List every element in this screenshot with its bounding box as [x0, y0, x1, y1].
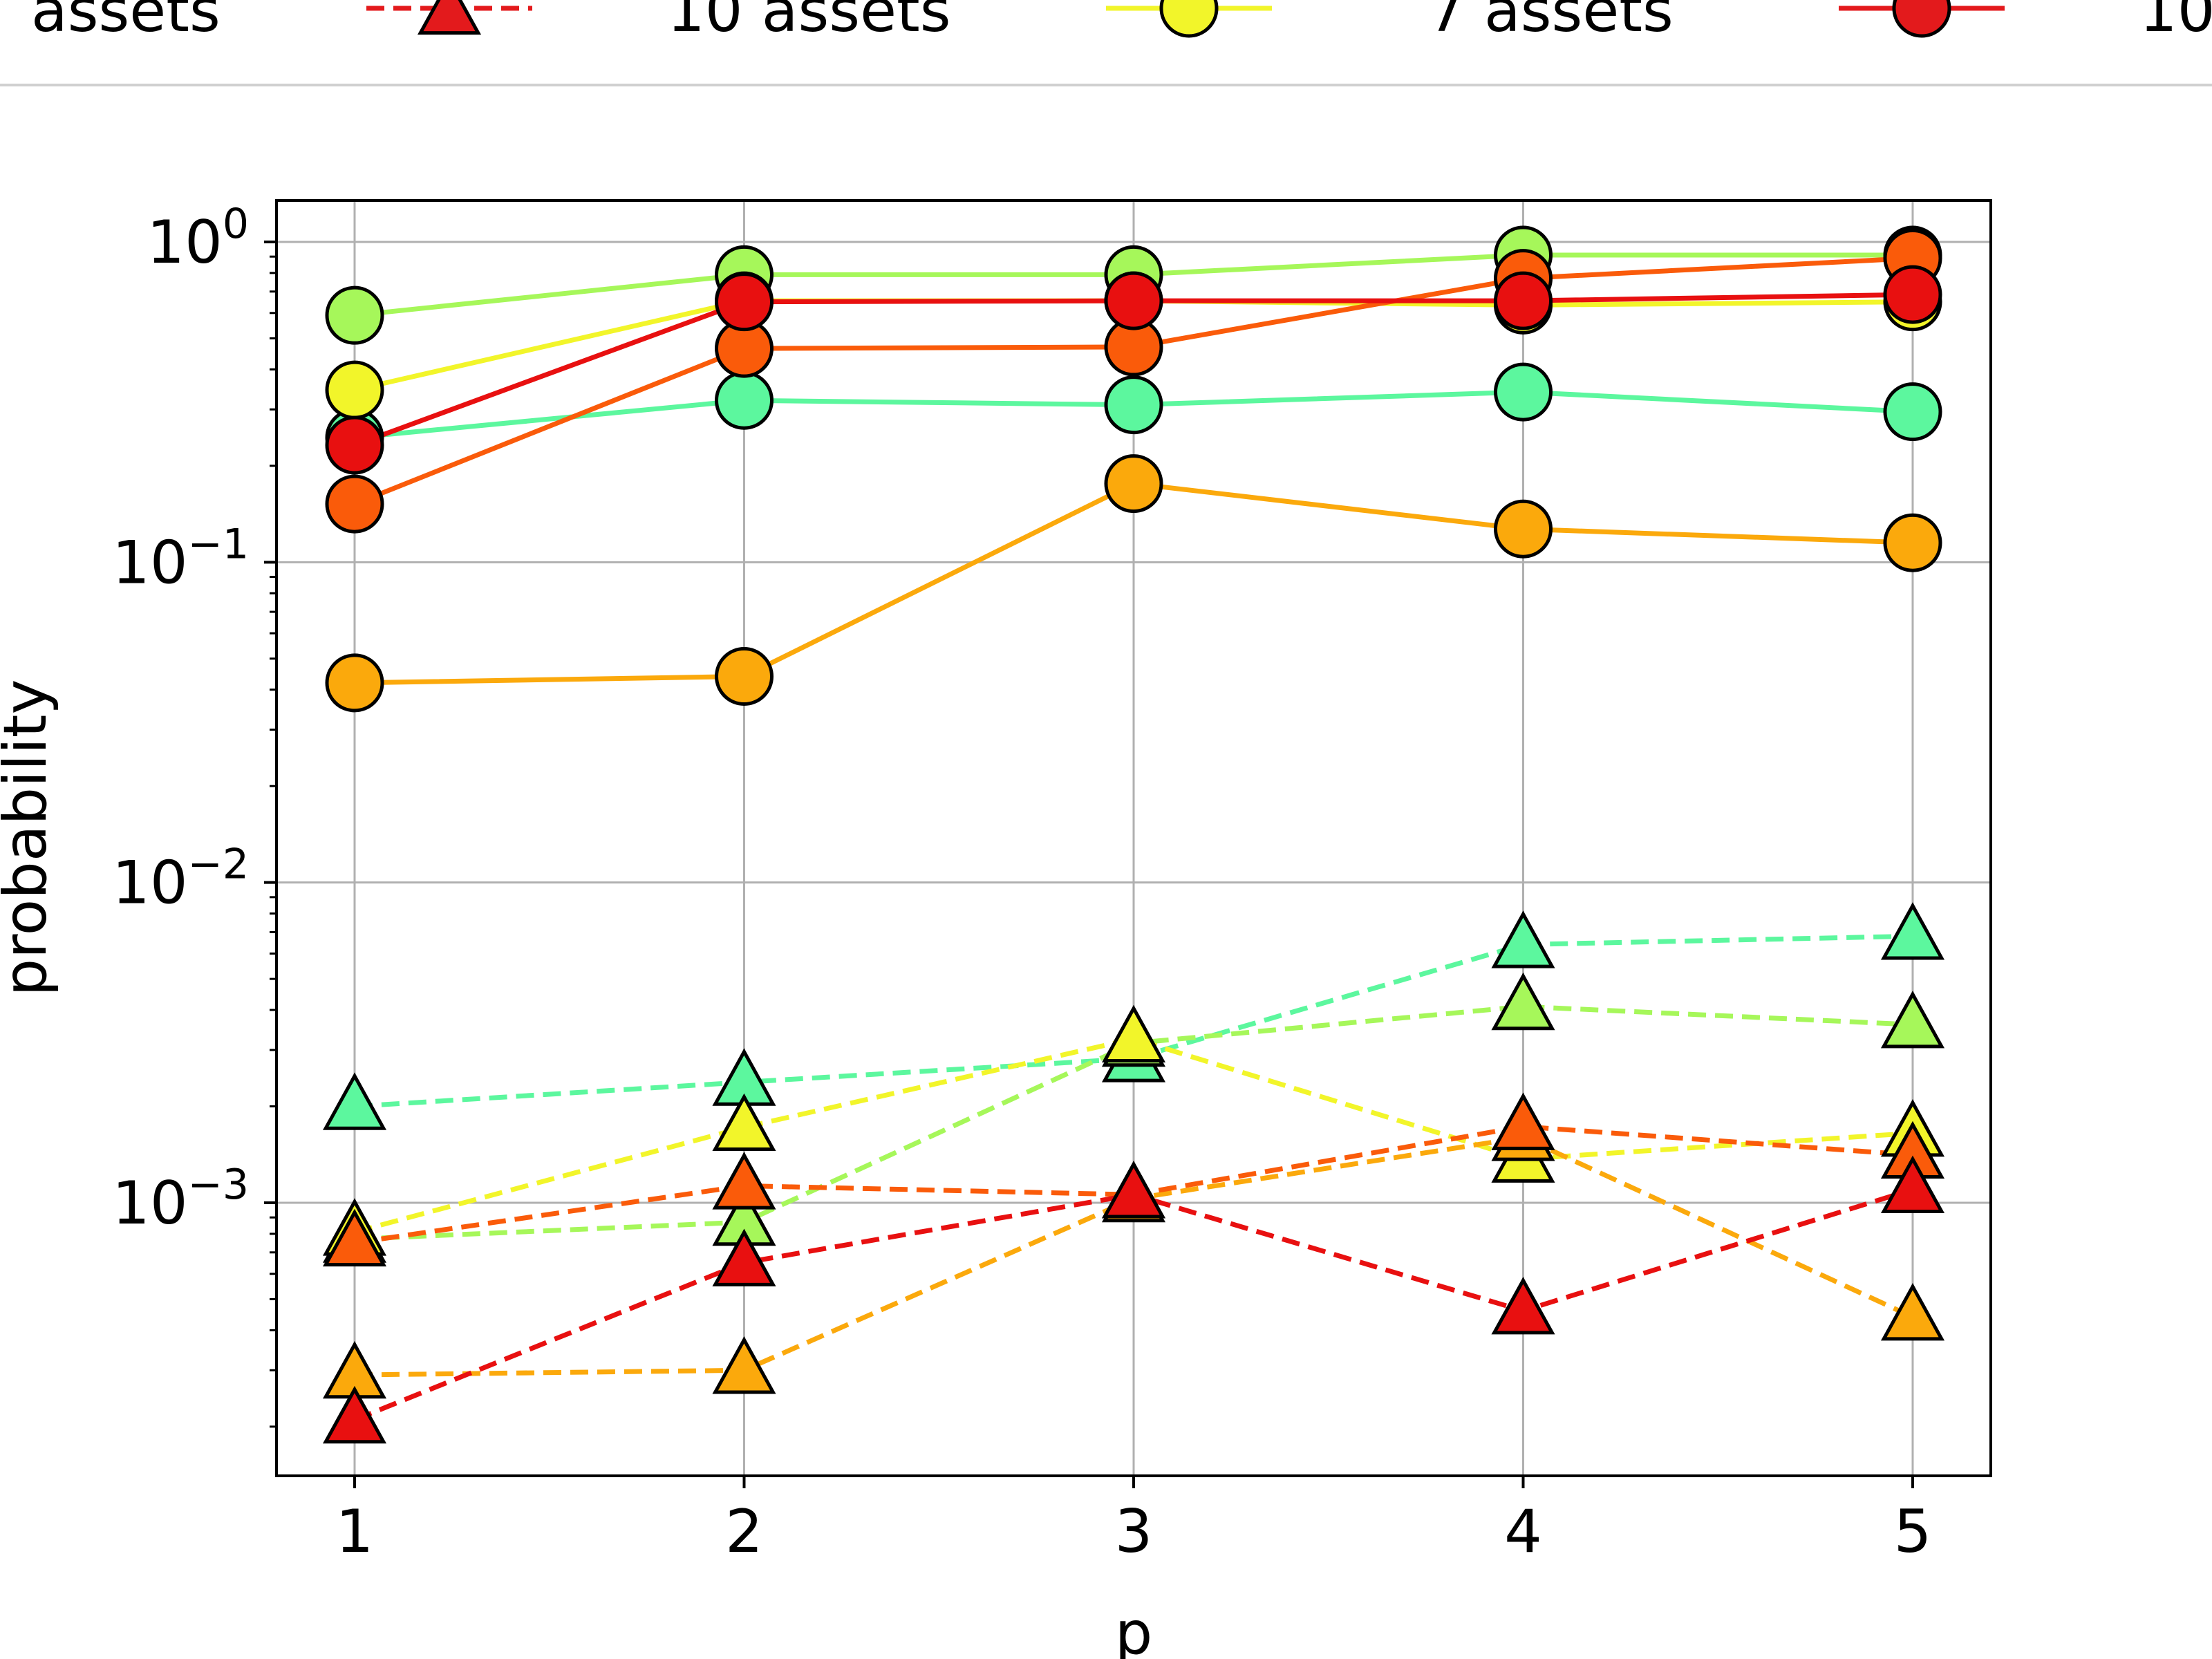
- y-tick-label: 100: [147, 200, 249, 277]
- data-point: [1491, 1092, 1555, 1150]
- series-markers: [322, 225, 1945, 1444]
- data-point: [1104, 375, 1163, 435]
- data-point: [1104, 454, 1163, 514]
- series-layer: [322, 225, 1945, 1444]
- data-point: [712, 1152, 776, 1210]
- y-axis-label: probability: [0, 679, 60, 997]
- y-tick-exponent: −1: [188, 520, 249, 568]
- y-tick-label: 10−3: [112, 1161, 249, 1238]
- series-line-7: [354, 933, 1913, 1109]
- data-point: [322, 1208, 387, 1267]
- y-tick-base: 10: [112, 849, 187, 918]
- legend: assets 10 assets 7 assets 10: [0, 0, 2212, 86]
- data-point: [322, 1072, 387, 1130]
- data-point: [715, 371, 774, 430]
- y-tick-base: 10: [147, 208, 222, 277]
- data-point: [712, 1093, 776, 1152]
- x-axis-label: p: [1115, 1599, 1153, 1659]
- data-point: [1883, 513, 1942, 572]
- legend-label: 10 assets: [667, 0, 951, 46]
- x-tick-label: 2: [725, 1497, 763, 1566]
- data-point: [1101, 1161, 1166, 1219]
- y-tick-base: 10: [112, 528, 187, 597]
- data-point: [1494, 499, 1553, 559]
- data-point: [1104, 271, 1163, 330]
- data-point: [1491, 972, 1555, 1031]
- data-point: [1883, 265, 1942, 324]
- y-tick-exponent: 0: [223, 200, 249, 248]
- data-point: [1491, 1277, 1555, 1335]
- data-point: [715, 647, 774, 706]
- data-point: [715, 272, 774, 332]
- legend-label: 7 assets: [1427, 0, 1674, 46]
- y-tick-exponent: −2: [188, 841, 249, 889]
- data-point: [1101, 1004, 1166, 1063]
- data-point: [712, 1336, 776, 1394]
- data-point: [712, 1228, 776, 1286]
- data-point: [1880, 902, 1945, 960]
- data-point: [1880, 1283, 1945, 1341]
- y-tick-base: 10: [112, 1169, 187, 1238]
- legend-label: assets: [31, 0, 221, 46]
- x-tick-label: 5: [1894, 1497, 1932, 1566]
- legend-marker: [417, 0, 482, 35]
- data-point: [325, 474, 384, 534]
- data-point: [325, 415, 384, 475]
- data-point: [1880, 1155, 1945, 1214]
- data-point: [325, 285, 384, 345]
- data-point: [1883, 382, 1942, 442]
- legend-marker: [1159, 0, 1219, 38]
- x-tick-label: 1: [336, 1497, 374, 1566]
- y-tick-label: 10−1: [112, 520, 249, 597]
- x-tick-label: 3: [1115, 1497, 1153, 1566]
- data-point: [322, 1385, 387, 1444]
- x-tick-label: 4: [1504, 1497, 1542, 1566]
- y-tick-label: 10−2: [112, 841, 249, 918]
- data-point: [1491, 910, 1555, 968]
- data-point: [1880, 991, 1945, 1049]
- data-point: [325, 360, 384, 420]
- data-point: [325, 653, 384, 713]
- legend-marker: [1892, 0, 1951, 38]
- data-point: [1494, 362, 1553, 422]
- y-tick-exponent: −3: [188, 1161, 249, 1209]
- legend-label: 10: [2139, 0, 2212, 46]
- data-point: [1494, 271, 1553, 330]
